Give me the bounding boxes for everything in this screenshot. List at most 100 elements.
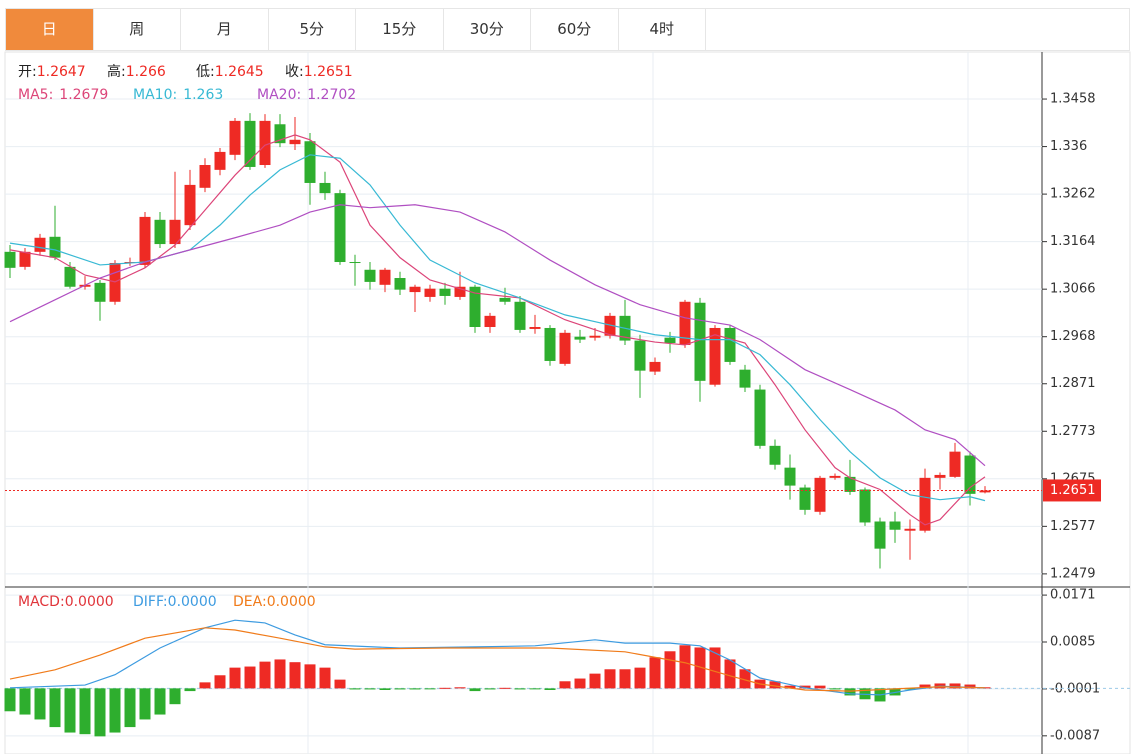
candle-body	[439, 288, 451, 296]
legend-value: 1.2702	[307, 87, 356, 103]
legend-entry: MA5: 1.2679	[18, 87, 108, 103]
candle-body	[154, 219, 166, 245]
macd-bar	[19, 688, 31, 715]
candle-body	[649, 361, 661, 372]
macd-bar	[244, 666, 256, 689]
macd-bar	[349, 688, 361, 690]
macd-bar	[739, 669, 751, 689]
y-tick-label: 1.3458	[1050, 92, 1096, 107]
y-tick-label: 0.0085	[1050, 635, 1096, 650]
y-tick-label: 1.3262	[1050, 187, 1096, 202]
candle-body	[484, 315, 496, 328]
y-tick-label: -0.0087	[1050, 728, 1100, 743]
candle-body	[214, 151, 226, 170]
y-tick-label: 1.3066	[1050, 282, 1096, 297]
macd-bar	[169, 688, 181, 705]
y-tick-label: -0.0001	[1050, 681, 1100, 696]
candle-body	[799, 487, 811, 510]
macd-bar	[124, 688, 136, 728]
macd-bar	[769, 681, 781, 689]
chart-frame	[4, 51, 1131, 754]
macd-bar	[64, 688, 76, 733]
candle-body	[949, 451, 961, 477]
candle-body	[4, 251, 16, 268]
candle-body	[844, 476, 856, 492]
macd-bar	[814, 685, 826, 689]
indicator-line	[9, 154, 986, 502]
macd-bar	[154, 688, 166, 715]
period-tab[interactable]: 5分	[269, 9, 356, 50]
legend-entry: MA10: 1.263	[133, 87, 223, 103]
candle-body	[769, 445, 781, 465]
period-tab[interactable]: 30分	[444, 9, 531, 50]
legend-entry: MA20: 1.2702	[257, 87, 356, 103]
macd-bar	[604, 669, 616, 689]
candle-body	[874, 521, 886, 549]
ohlc-legend: 高:1.266	[107, 63, 166, 80]
candle-body	[544, 327, 556, 361]
macd-bar	[49, 688, 61, 728]
period-tab[interactable]: 周	[94, 9, 181, 50]
macd-bar	[649, 657, 661, 689]
candle-body	[304, 141, 316, 183]
period-tab[interactable]: 4时	[619, 9, 706, 50]
period-tab[interactable]: 15分	[356, 9, 444, 50]
ohlc-legend: 收:1.2651	[285, 64, 353, 80]
ohlc-value: 1.2651	[304, 64, 353, 80]
macd-bar	[34, 688, 46, 720]
ohlc-label: 开:	[18, 64, 37, 80]
ohlc-value: 1.2645	[215, 64, 264, 80]
period-tab[interactable]: 日	[6, 9, 94, 50]
candle-body	[664, 337, 676, 344]
macd-bar	[844, 688, 856, 696]
candle-body	[409, 286, 421, 293]
macd-bar	[949, 683, 961, 689]
candle-body	[289, 139, 301, 145]
macd-bar	[784, 685, 796, 689]
ohlc-label: 低:	[196, 64, 215, 80]
macd-bar	[469, 688, 481, 692]
y-tick-label: 1.336	[1050, 139, 1087, 154]
legend-name: DIFF:	[133, 594, 168, 610]
macd-bar	[184, 688, 196, 692]
macd-bar	[199, 682, 211, 689]
candle-body	[49, 236, 61, 258]
candle-body	[814, 477, 826, 512]
macd-bar	[304, 664, 316, 689]
macd-bar	[289, 662, 301, 689]
period-tabs: 日周月 5分 15分 30分 60分 4时	[5, 8, 1130, 51]
macd-bar	[574, 678, 586, 689]
macd-bar	[514, 688, 526, 690]
macd-bar	[79, 688, 91, 735]
y-tick-label: 1.2479	[1050, 566, 1096, 581]
ohlc-label: 收:	[285, 64, 304, 80]
candle-body	[889, 521, 901, 530]
legend-entry: DIFF:0.0000	[133, 594, 217, 610]
period-tab[interactable]: 月	[181, 9, 269, 50]
macd-bar	[529, 688, 541, 690]
macd-bar	[484, 688, 496, 690]
legend-name: DEA:	[233, 594, 267, 610]
ohlc-label: 高:	[107, 63, 126, 80]
indicator-line	[9, 619, 986, 696]
candle-body	[679, 301, 691, 345]
candle-body	[379, 269, 391, 285]
candle-body	[574, 336, 586, 340]
candle-body	[934, 474, 946, 478]
legend-value: 1.263	[183, 87, 223, 103]
indicator-line	[9, 204, 986, 467]
current-price-label: 1.2651	[1050, 483, 1096, 498]
macd-bar	[499, 687, 511, 689]
macd-bar	[109, 688, 121, 733]
candle-body	[904, 528, 916, 531]
macd-bar	[544, 688, 556, 690]
indicator-line	[9, 134, 986, 526]
candle-body	[139, 216, 151, 265]
legend-name: MA20:	[257, 87, 301, 103]
y-tick-label: 1.3164	[1050, 234, 1096, 249]
period-tab[interactable]: 60分	[531, 9, 619, 50]
macd-bar	[424, 688, 436, 690]
macd-bar	[4, 688, 16, 712]
